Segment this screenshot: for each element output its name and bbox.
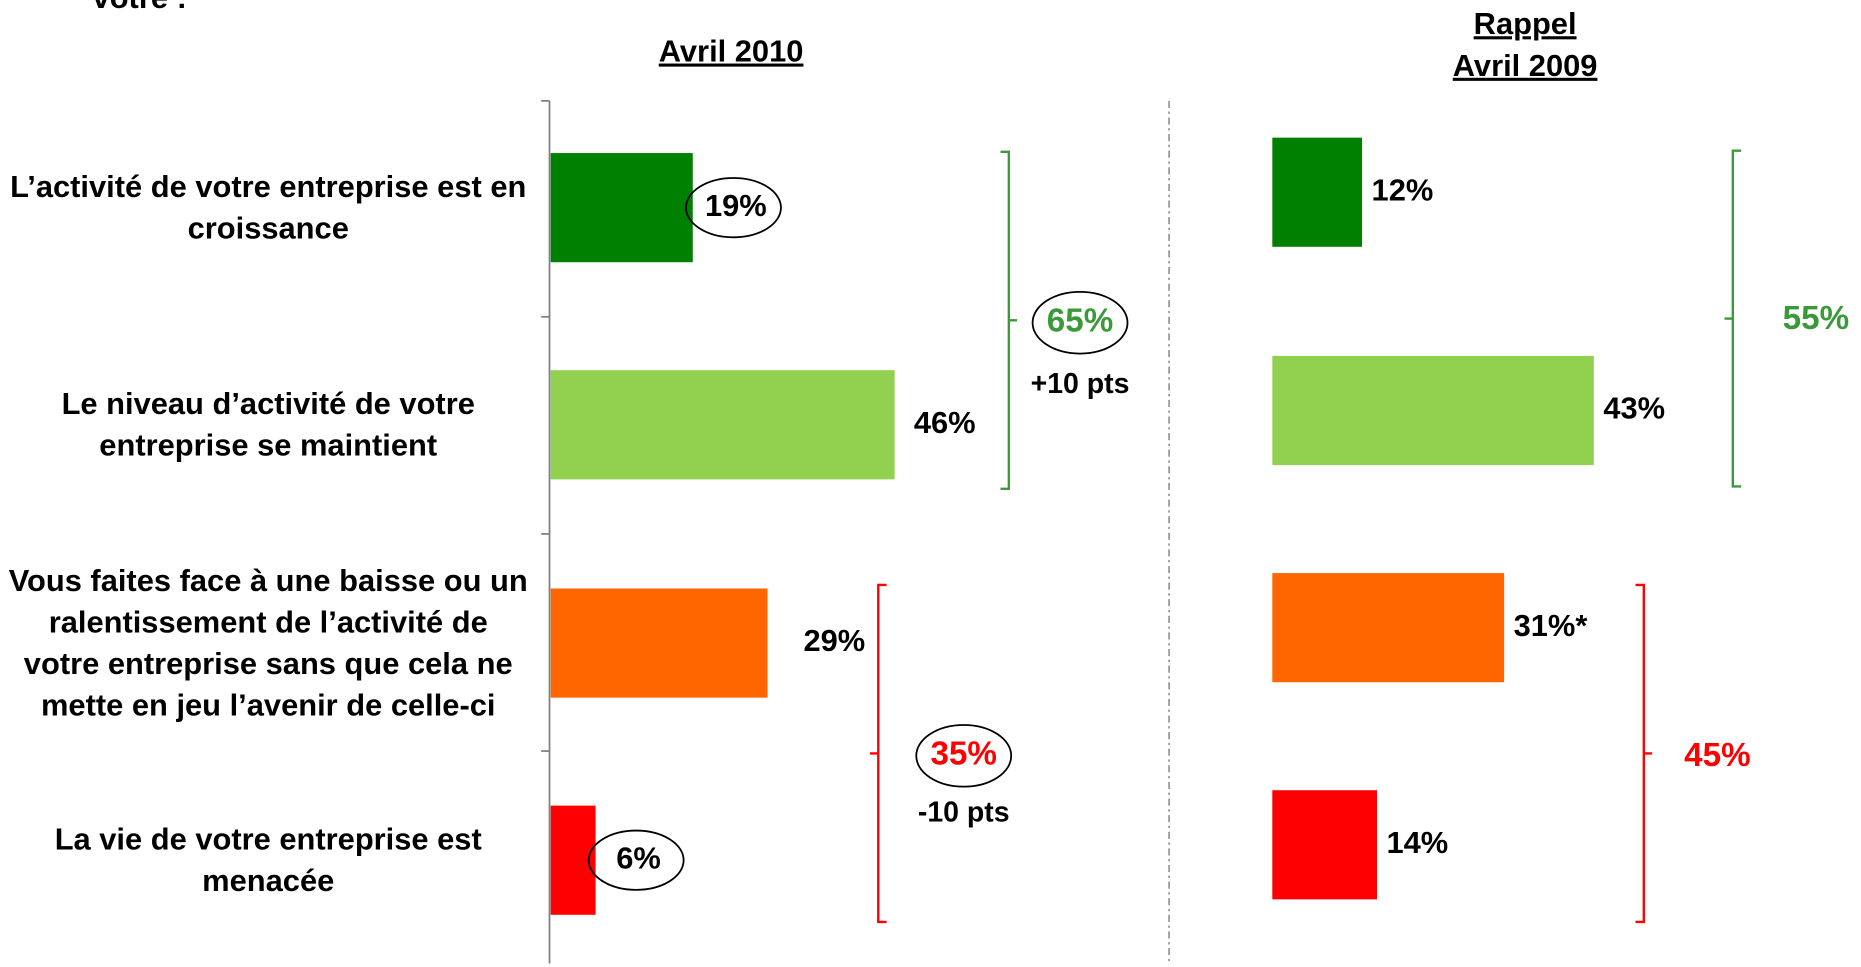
- category-label: La vie de votre entreprise est menacée: [54, 821, 482, 899]
- category-label: L’activité de votre entreprise est en cr…: [10, 168, 527, 246]
- annotation-subtext: -10 pts: [918, 796, 1010, 828]
- label-circle: [685, 177, 782, 239]
- chart-subtitle: Avril 2009: [1453, 48, 1598, 83]
- value-label: 31%*: [1514, 608, 1588, 643]
- value-label: 12%: [1372, 172, 1434, 207]
- bar: [550, 588, 768, 698]
- value-label: 29%: [803, 623, 865, 658]
- category-text: L’activité de votre entreprise est en cr…: [10, 168, 527, 246]
- annotation: 45%: [1684, 737, 1751, 774]
- bar: [1272, 573, 1505, 683]
- category-text: Le niveau d’activité de votre entreprise…: [61, 385, 475, 463]
- question-fragment: votre :: [93, 0, 187, 15]
- bar: [1272, 137, 1363, 247]
- category-text: Vous faites face à une baisse ou un rale…: [8, 562, 528, 723]
- value-label: 46%: [914, 405, 976, 440]
- value-label: 19%: [705, 188, 767, 223]
- bracket: [1724, 149, 1742, 488]
- annotation-subtext: +10 pts: [1031, 368, 1130, 400]
- annotation: 55%: [1783, 300, 1850, 337]
- chart-title: Rappel: [1474, 6, 1577, 41]
- bar: [1272, 790, 1377, 900]
- bracket: [1000, 150, 1018, 491]
- category-label: Vous faites face à une baisse ou un rale…: [8, 562, 528, 723]
- bracket: [869, 583, 887, 924]
- annotation: 35%: [930, 736, 997, 773]
- value-label: 43%: [1603, 391, 1665, 426]
- chart-title: Avril 2010: [659, 34, 804, 69]
- label-circle: [587, 829, 685, 891]
- annotation-circle: [1031, 290, 1129, 355]
- annotation: 65%: [1047, 303, 1114, 340]
- bar: [550, 153, 693, 263]
- category-label: Le niveau d’activité de votre entreprise…: [61, 385, 475, 463]
- category-text: La vie de votre entreprise est menacée: [54, 821, 482, 899]
- annotation-circle: [915, 724, 1013, 788]
- bar: [550, 370, 895, 480]
- value-label: 14%: [1386, 825, 1448, 860]
- bar: [1272, 355, 1594, 466]
- value-label: 6%: [616, 840, 661, 875]
- bracket: [1635, 583, 1653, 924]
